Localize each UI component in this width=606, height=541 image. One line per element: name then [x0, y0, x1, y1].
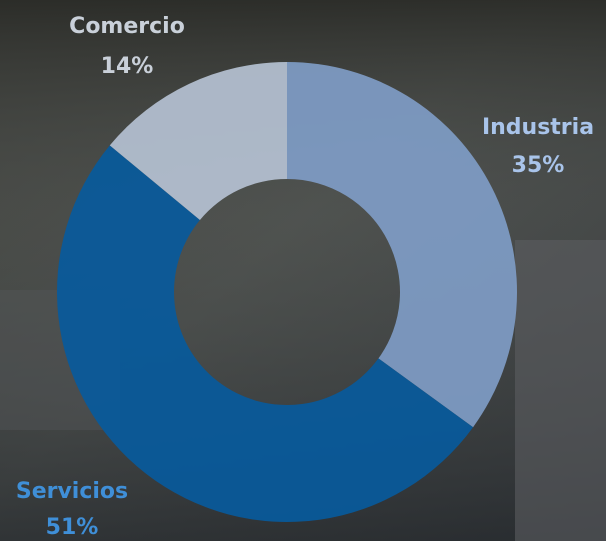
slice-label: Comercio: [69, 14, 185, 39]
slice-value-label: 35%: [512, 153, 565, 178]
donut-slice: [56, 145, 474, 523]
slice-value-label: 14%: [101, 54, 154, 79]
labels: Industria 35% Servicios 51% Comercio 14%: [16, 14, 594, 540]
slice-value-label: 51%: [46, 515, 99, 540]
slice-label: Servicios: [16, 479, 128, 504]
donut: [56, 62, 517, 523]
donut-slice: [287, 62, 517, 428]
building: [515, 240, 606, 541]
slice-label: Industria: [482, 115, 594, 140]
donut-slice: [109, 62, 287, 220]
